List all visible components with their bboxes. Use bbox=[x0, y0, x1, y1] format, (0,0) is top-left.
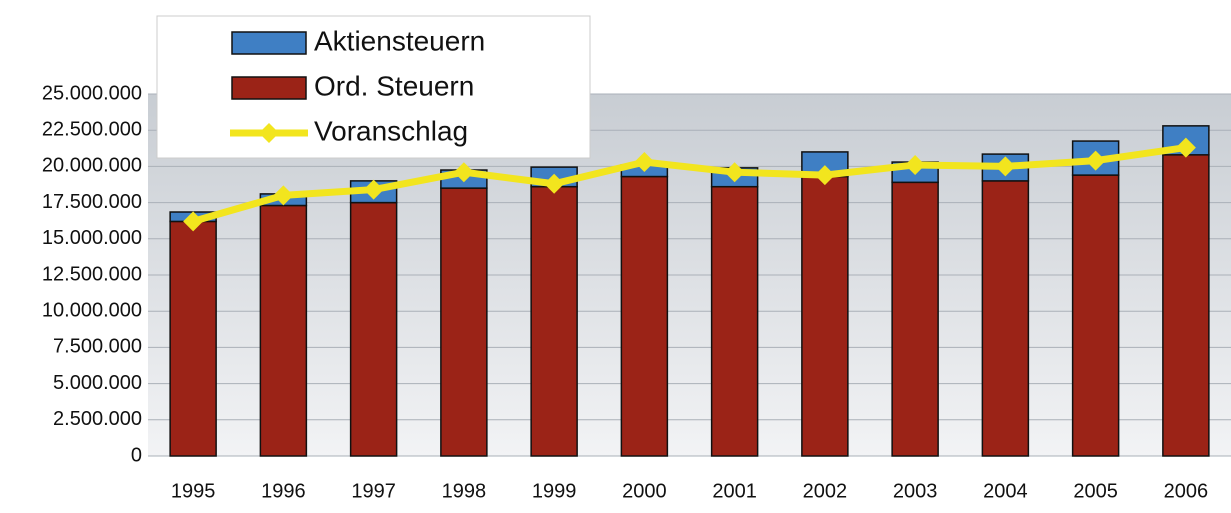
bar bbox=[440, 187, 488, 457]
y-tick-label: 17.500.000 bbox=[42, 191, 142, 213]
marker bbox=[544, 173, 565, 194]
y-tick-label: 15.000.000 bbox=[42, 227, 142, 249]
marker bbox=[183, 211, 204, 232]
x-tick-label: 2001 bbox=[712, 480, 757, 502]
marker bbox=[1085, 150, 1106, 171]
y-tick-label: 20.000.000 bbox=[42, 155, 142, 177]
y-tick-label: 10.000.000 bbox=[42, 299, 142, 321]
marker bbox=[995, 156, 1016, 177]
marker bbox=[634, 152, 655, 173]
legend: Aktiensteuern Ord. Steuern Voranschlag bbox=[156, 15, 591, 159]
x-tick-label: 1997 bbox=[351, 480, 396, 502]
bar bbox=[710, 185, 759, 457]
bar bbox=[349, 201, 398, 457]
y-tick-label: 2.500.000 bbox=[53, 408, 142, 430]
bar bbox=[169, 220, 217, 457]
bar bbox=[259, 204, 308, 457]
x-tick-label: 2006 bbox=[1164, 480, 1209, 502]
bar bbox=[620, 175, 669, 457]
x-tick-label: 2005 bbox=[1073, 480, 1118, 502]
marker bbox=[1175, 137, 1196, 158]
x-tick-label: 1999 bbox=[532, 480, 577, 502]
marker bbox=[453, 162, 474, 183]
x-tick-label: 1996 bbox=[261, 480, 306, 502]
legend-label: Voranschlag bbox=[314, 115, 468, 146]
y-tick-label: 5.000.000 bbox=[53, 372, 142, 394]
legend-label: Aktiensteuern bbox=[314, 25, 485, 56]
line bbox=[192, 144, 1187, 225]
bar bbox=[530, 185, 578, 457]
x-tick-label: 1995 bbox=[171, 480, 216, 502]
bar bbox=[1162, 154, 1210, 457]
legend-swatch bbox=[231, 76, 307, 100]
legend-label: Ord. Steuern bbox=[314, 70, 474, 101]
grid: 0 2.500.000 5.000.000 7.500.000 10.000.000 12… bbox=[42, 82, 1231, 502]
y-tick-label: 22.500.000 bbox=[42, 118, 142, 140]
marker bbox=[814, 165, 835, 186]
marks bbox=[169, 125, 1210, 457]
bar bbox=[1071, 174, 1120, 457]
x-tick-label: 1998 bbox=[442, 480, 487, 502]
marker bbox=[273, 185, 294, 206]
x-tick-label: 2002 bbox=[803, 480, 848, 502]
bar bbox=[801, 175, 849, 457]
legend-swatch bbox=[259, 123, 279, 143]
bar bbox=[891, 181, 939, 457]
legend-box bbox=[156, 15, 591, 159]
x-tick-label: 2004 bbox=[983, 480, 1028, 502]
legend-swatch bbox=[231, 31, 307, 55]
marker bbox=[905, 154, 926, 175]
y-tick-label: 25.000.000 bbox=[42, 82, 142, 104]
marker bbox=[724, 162, 745, 183]
bar bbox=[981, 180, 1030, 457]
y-tick-label: 12.500.000 bbox=[42, 263, 142, 285]
y-tick-label: 7.500.000 bbox=[53, 336, 142, 358]
marker bbox=[363, 179, 384, 200]
x-tick-label: 2000 bbox=[622, 480, 667, 502]
y-tick-label: 0 bbox=[131, 444, 142, 466]
x-tick-label: 2003 bbox=[893, 480, 938, 502]
